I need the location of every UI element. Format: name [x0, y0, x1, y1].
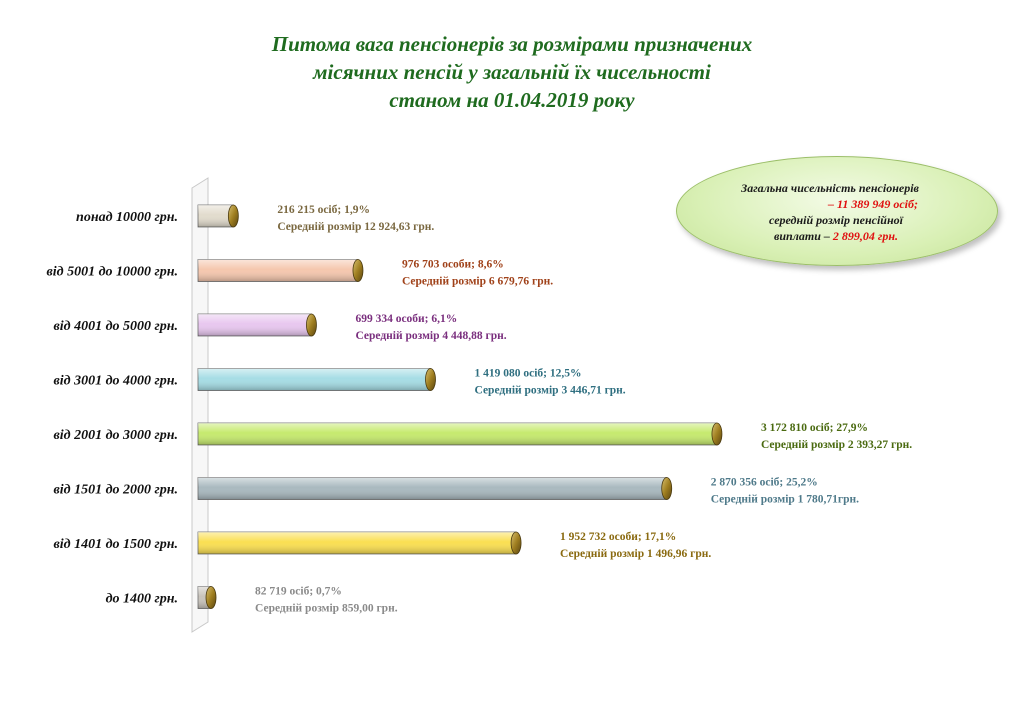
category-label: від 5001 до 10000 грн. [47, 265, 178, 280]
data-label-average: Середній розмір 4 448,88 грн. [355, 330, 506, 342]
data-label-average: Середній розмір 3 446,71 грн. [475, 385, 626, 397]
category-label: від 1401 до 1500 грн. [54, 537, 178, 552]
category-label: до 1400 грн. [106, 592, 178, 607]
category-label: від 1501 до 2000 грн. [54, 483, 178, 498]
data-label-count: 699 334 особи; 6,1% [355, 313, 457, 325]
bar-shading [198, 423, 717, 445]
bar-7 [197, 586, 217, 609]
category-label: від 2001 до 3000 грн. [54, 428, 178, 443]
bar-4 [197, 422, 723, 446]
bar-2 [197, 313, 317, 337]
data-label-count: 976 703 особи; 8,6% [402, 259, 504, 271]
summary-line-1: Загальна чисельність пенсіонерів [741, 181, 919, 195]
data-label-count: 1 952 732 особи; 17,1% [560, 531, 676, 543]
chart-title: Питома вага пенсіонерів за розмірами при… [0, 30, 1024, 114]
bar-end-cap [510, 531, 522, 555]
summary-box: Загальна чисельність пенсіонерів – 11 38… [676, 180, 996, 244]
summary-line-4: виплати – 2 899,04 грн. [676, 228, 996, 244]
data-label-average: Середній розмір 12 924,63 грн. [277, 221, 434, 233]
bar-shading [198, 532, 517, 554]
bar-end-cap [352, 259, 364, 282]
bar-shading [198, 368, 431, 391]
bar-end-cap [205, 586, 217, 609]
bar-end-cap [425, 368, 436, 391]
category-label: від 4001 до 5000 грн. [54, 319, 178, 334]
bar-shading [198, 314, 312, 336]
data-label-count: 1 419 080 осіб; 12,5% [475, 368, 582, 380]
bars-group [197, 204, 723, 609]
bar-shading [198, 259, 358, 282]
data-label-average: Середній розмір 1 780,71грн. [711, 494, 859, 506]
data-label-average: Середній розмір 1 496,96 грн. [560, 548, 711, 560]
bar-end-cap [711, 422, 723, 446]
category-label: від 3001 до 4000 грн. [54, 374, 178, 389]
data-label-count: 2 870 356 осіб; 25,2% [711, 477, 818, 489]
category-label: понад 10000 грн. [76, 210, 178, 225]
summary-line-2: – 11 389 949 осіб; [828, 197, 918, 211]
bar-end-cap [306, 313, 317, 337]
bar-0 [197, 204, 239, 228]
summary-average-value: 2 899,04 грн. [832, 229, 898, 243]
title-line-3: станом на 01.04.2019 року [389, 88, 635, 112]
summary-line-3: середній розмір пенсійної [769, 213, 903, 227]
bar-shading [198, 477, 667, 500]
bar-6 [197, 531, 522, 555]
title-line-2: місячних пенсій у загальній їх чисельнос… [313, 60, 711, 84]
bar-shading [198, 205, 234, 227]
bar-5 [197, 477, 673, 500]
data-label-average: Середній розмір 6 679,76 грн. [402, 276, 553, 288]
bar-1 [197, 259, 364, 282]
data-label-average: Середній розмір 859,00 грн. [255, 603, 398, 615]
axis-wall [191, 177, 209, 633]
data-label-average: Середній розмір 2 393,27 грн. [761, 439, 912, 451]
title-line-1: Питома вага пенсіонерів за розмірами при… [271, 32, 753, 56]
summary-ellipse [676, 156, 998, 266]
data-label-count: 216 215 осіб; 1,9% [277, 204, 370, 216]
summary-line-4-prefix: виплати – [774, 229, 833, 243]
bar-3 [197, 368, 436, 391]
data-label-count: 3 172 810 осіб; 27,9% [761, 422, 868, 434]
bar-end-cap [227, 204, 239, 228]
data-label-count: 82 719 осіб; 0,7% [255, 586, 342, 598]
bar-end-cap [661, 477, 673, 500]
